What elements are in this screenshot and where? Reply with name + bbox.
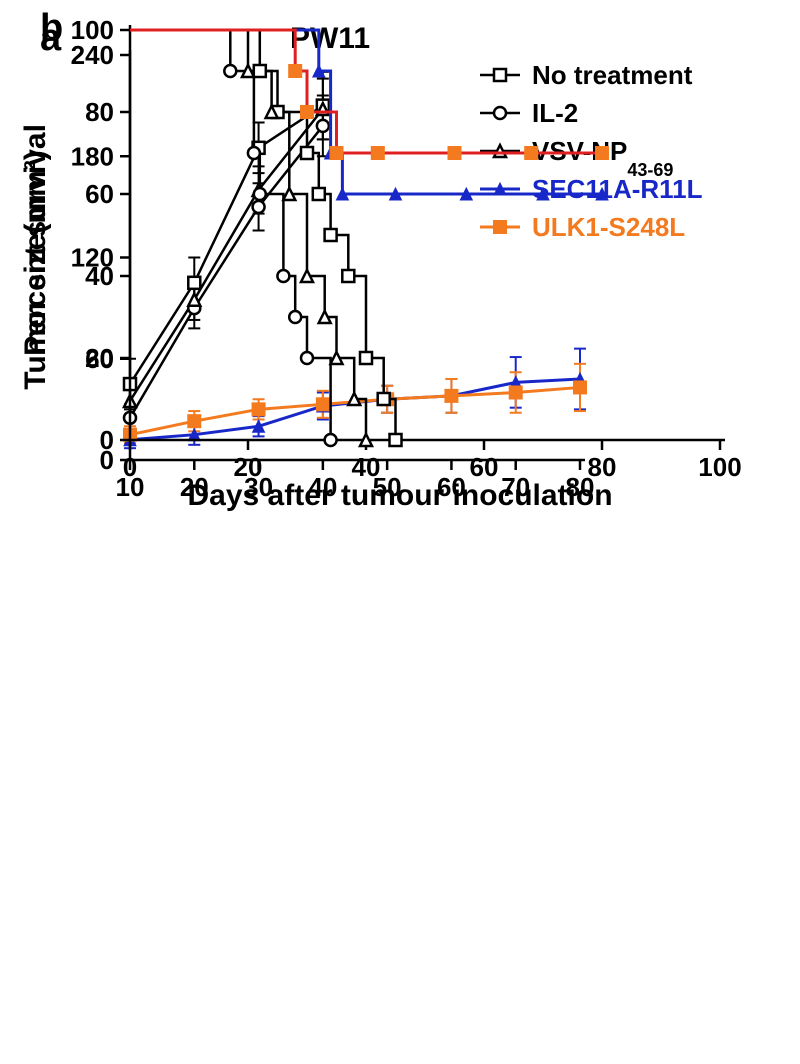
svg-text:20: 20 <box>234 452 263 482</box>
chart-b-ylabel: Percent survival <box>19 124 52 356</box>
svg-text:60: 60 <box>85 179 114 209</box>
svg-text:40: 40 <box>85 261 114 291</box>
figure-container: { "panelA": { "letter": "a", "title": "P… <box>0 0 800 1064</box>
svg-text:100: 100 <box>71 15 114 45</box>
panel-b: b Percent survival Days after tumour ino… <box>0 0 800 520</box>
chart-b-svg: b Percent survival Days after tumour ino… <box>0 0 800 520</box>
svg-text:60: 60 <box>470 452 499 482</box>
svg-text:0: 0 <box>100 425 114 455</box>
panel-letter-b: b <box>40 7 63 49</box>
svg-text:100: 100 <box>698 452 741 482</box>
chart-b-plot: 0 20 40 60 80 100 0 20 40 60 80 100 <box>71 15 742 482</box>
svg-text:80: 80 <box>85 97 114 127</box>
svg-text:0: 0 <box>123 452 137 482</box>
svg-text:80: 80 <box>588 452 617 482</box>
svg-text:20: 20 <box>85 343 114 373</box>
chart-b-xlabel: Days after tumour inoculation <box>187 479 612 512</box>
svg-text:40: 40 <box>352 452 381 482</box>
